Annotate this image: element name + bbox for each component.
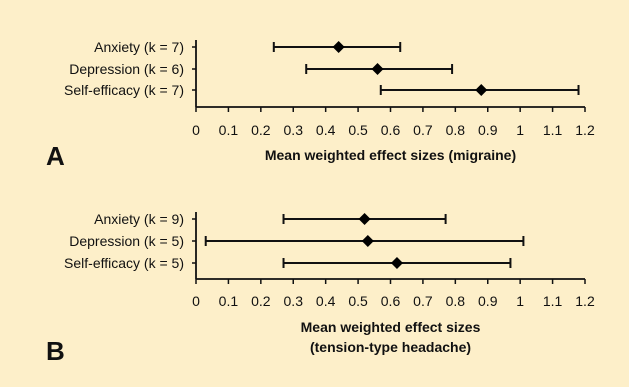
row-label: Depression (k = 5): [69, 233, 184, 249]
x-tick-label: 0.7: [413, 293, 433, 309]
x-tick-label: 1.2: [575, 293, 595, 309]
x-tick-label: 1: [516, 122, 524, 138]
x-tick-label: 1.1: [543, 293, 563, 309]
x-axis-label-line2: (tension-type headache): [310, 339, 471, 355]
x-tick-label: 1.1: [543, 122, 563, 138]
row-label: Self-efficacy (k = 5): [64, 255, 184, 271]
x-tick-label: 0.5: [348, 122, 368, 138]
point-estimate-diamond: [361, 235, 374, 247]
row-label: Self-efficacy (k = 7): [64, 82, 184, 98]
x-tick-label: 0.2: [251, 122, 271, 138]
x-tick-label: 0.6: [381, 293, 401, 309]
point-estimate-diamond: [390, 257, 403, 269]
point-estimate-diamond: [358, 213, 371, 225]
x-tick-label: 0.3: [284, 122, 304, 138]
x-axis-label: Mean weighted effect sizes (migraine): [265, 147, 516, 163]
point-estimate-diamond: [475, 84, 488, 96]
row-label: Anxiety (k = 9): [94, 211, 184, 227]
x-tick-label: 0: [192, 293, 200, 309]
x-tick-label: 0.8: [446, 293, 466, 309]
x-tick-label: 0.7: [413, 122, 433, 138]
x-tick-label: 0: [192, 122, 200, 138]
x-tick-label: 0.5: [348, 293, 368, 309]
x-tick-label: 0.4: [316, 122, 336, 138]
x-tick-label: 0.6: [381, 122, 401, 138]
x-tick-label: 1: [516, 293, 524, 309]
x-tick-label: 0.9: [478, 122, 498, 138]
panel-label: A: [46, 141, 65, 171]
x-tick-label: 0.2: [251, 293, 271, 309]
x-tick-label: 0.8: [446, 122, 466, 138]
x-tick-label: 1.2: [575, 122, 595, 138]
point-estimate-diamond: [332, 41, 345, 53]
row-label: Anxiety (k = 7): [94, 39, 184, 55]
x-axis-label: Mean weighted effect sizes: [301, 319, 481, 335]
x-tick-label: 0.4: [316, 293, 336, 309]
x-tick-label: 0.1: [219, 293, 239, 309]
panel-label: B: [46, 336, 65, 366]
row-label: Depression (k = 6): [69, 61, 184, 77]
x-tick-label: 0.9: [478, 293, 498, 309]
x-tick-label: 0.3: [284, 293, 304, 309]
point-estimate-diamond: [371, 63, 384, 75]
x-tick-label: 0.1: [219, 122, 239, 138]
